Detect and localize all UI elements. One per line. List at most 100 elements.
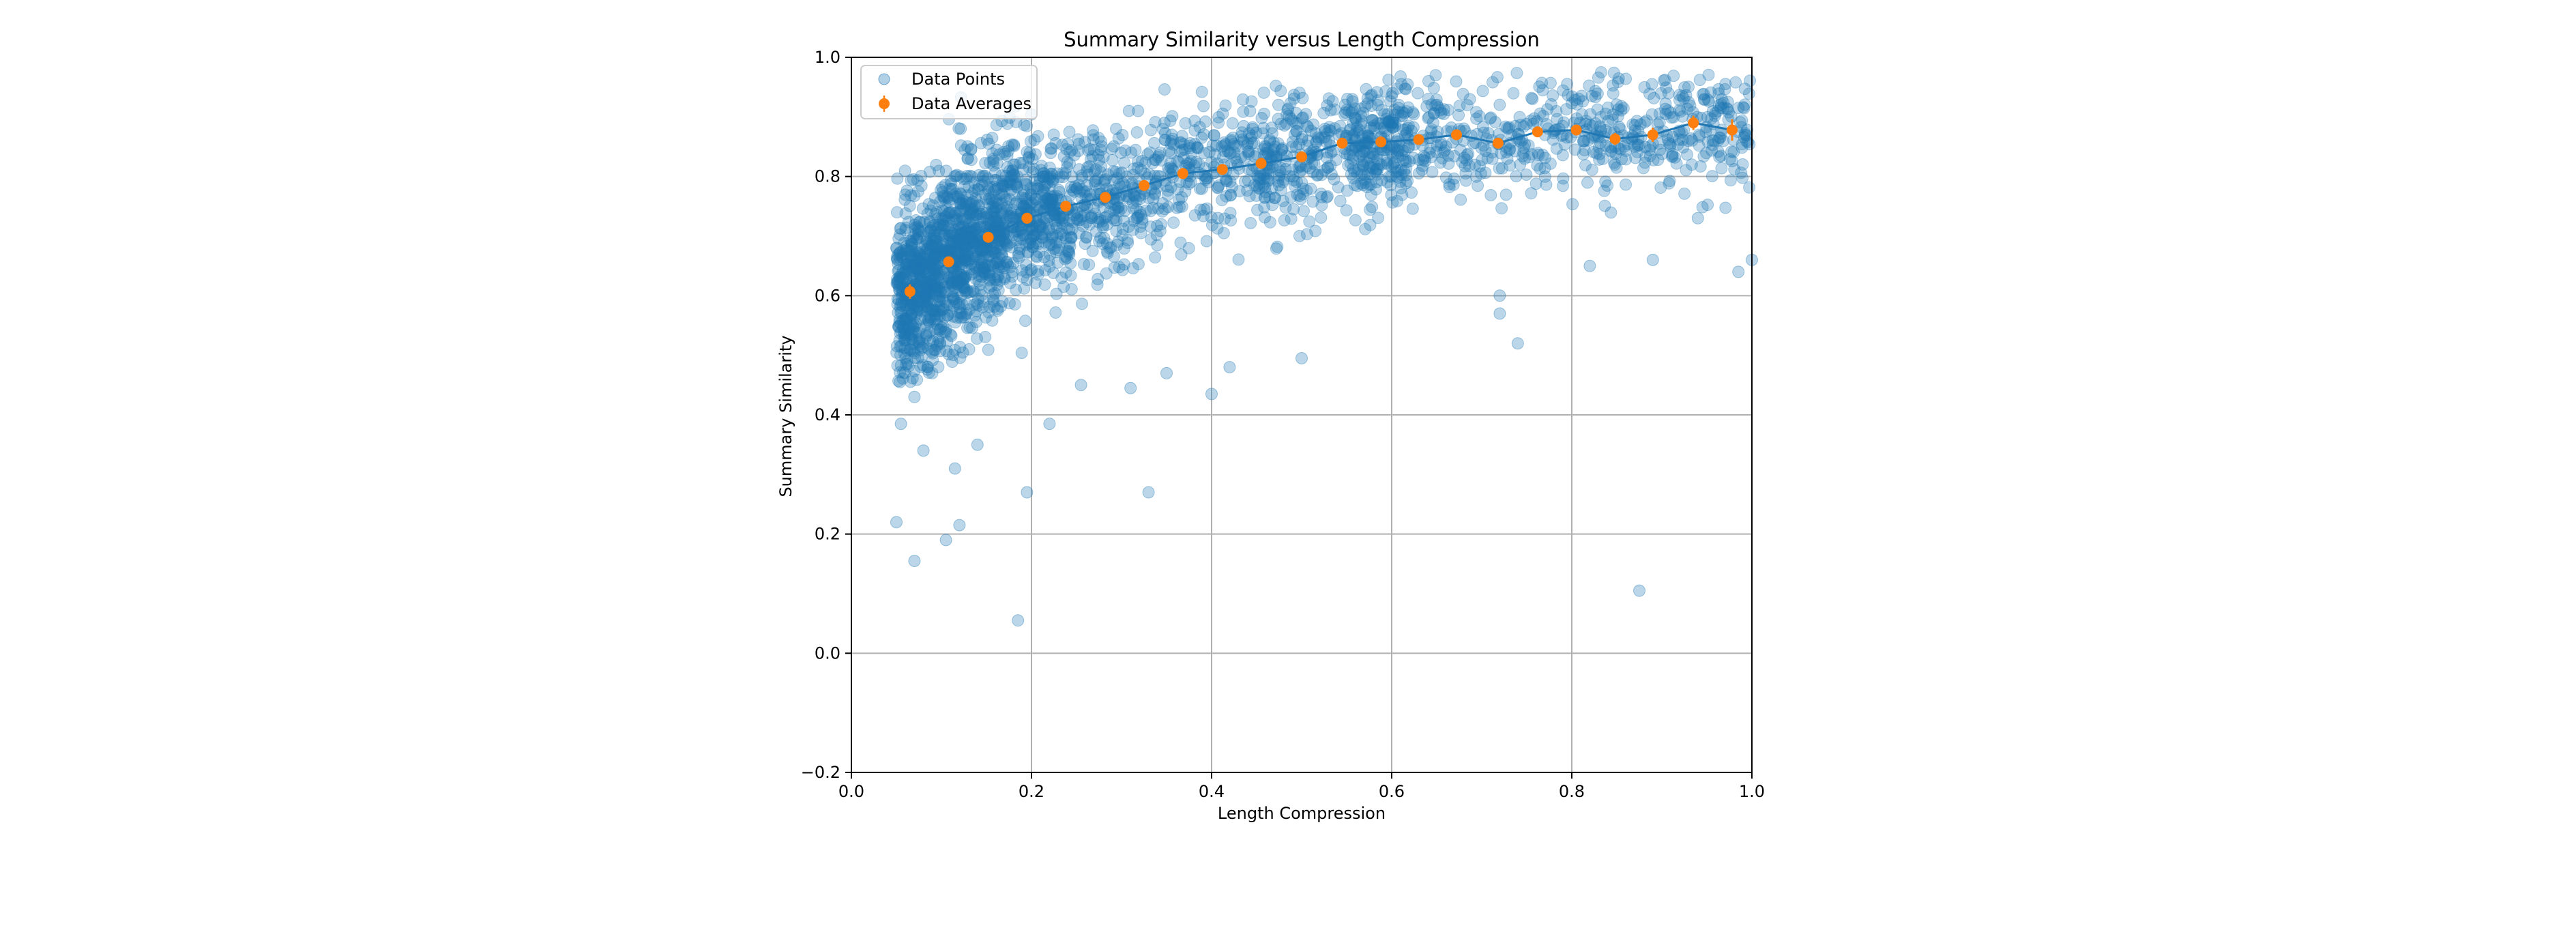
data-point: [989, 287, 1001, 300]
data-point-outlier: [890, 516, 903, 529]
data-point: [1117, 177, 1130, 190]
data-point: [1366, 114, 1379, 127]
data-point: [967, 216, 980, 229]
data-point-outlier: [1646, 253, 1659, 266]
data-point: [956, 310, 969, 323]
data-point: [1298, 205, 1310, 218]
data-point: [1736, 171, 1749, 184]
data-point: [1493, 98, 1506, 111]
data-point: [941, 335, 954, 348]
data-point: [1389, 117, 1402, 129]
data-point: [1034, 228, 1047, 240]
data-point: [939, 326, 952, 339]
data-point: [1303, 215, 1316, 228]
data-point: [1236, 93, 1249, 106]
data-point: [1411, 87, 1424, 100]
data-point: [1631, 140, 1644, 153]
data-point: [917, 359, 929, 372]
data-point: [1181, 157, 1194, 170]
data-point: [989, 202, 1002, 215]
data-point: [939, 323, 952, 336]
data-point: [1216, 107, 1229, 120]
data-point: [1332, 181, 1345, 194]
data-point: [1351, 179, 1364, 192]
data-point: [1077, 220, 1089, 233]
y-tick-label: 0.2: [815, 525, 840, 544]
data-point: [1607, 87, 1620, 100]
data-point: [1401, 121, 1414, 134]
data-point: [920, 330, 933, 343]
data-point: [956, 212, 969, 225]
data-point: [1162, 184, 1175, 197]
data-point: [914, 322, 927, 335]
data-point: [1296, 176, 1308, 189]
data-point: [954, 187, 967, 200]
data-point: [1274, 161, 1287, 174]
data-point: [1382, 115, 1395, 128]
data-point: [911, 301, 924, 313]
data-point: [899, 188, 912, 201]
data-point: [1394, 182, 1407, 194]
data-point: [915, 287, 928, 300]
data-point: [1418, 149, 1431, 162]
data-point: [984, 156, 996, 169]
data-point: [998, 235, 1011, 248]
data-point: [1100, 245, 1113, 258]
data-point: [903, 327, 915, 340]
data-point: [1289, 117, 1302, 130]
data-point: [1031, 268, 1044, 281]
data-point: [1040, 217, 1053, 230]
data-point: [931, 339, 943, 352]
data-point: [959, 198, 972, 211]
data-point: [1362, 131, 1375, 144]
data-point: [1208, 129, 1220, 142]
data-point: [894, 376, 907, 388]
data-point: [894, 222, 907, 235]
data-point: [942, 348, 955, 361]
data-point: [1195, 182, 1208, 195]
data-point: [1661, 133, 1674, 146]
average-point: [1139, 179, 1150, 191]
data-point: [908, 190, 921, 203]
data-point: [968, 266, 981, 279]
data-point: [917, 291, 930, 304]
data-point: [1686, 134, 1699, 147]
data-point: [1663, 175, 1676, 188]
data-point: [896, 250, 909, 263]
data-point: [1000, 256, 1013, 269]
data-point: [1063, 237, 1076, 250]
data-point: [1358, 169, 1371, 181]
data-point: [1503, 144, 1516, 157]
data-point-outlier: [908, 555, 921, 567]
data-point: [1107, 140, 1120, 153]
data-point: [1031, 225, 1044, 238]
data-point: [1225, 135, 1238, 148]
data-point: [1536, 84, 1549, 97]
data-point: [986, 147, 999, 160]
data-point: [1184, 142, 1197, 155]
data-point: [1297, 182, 1310, 195]
data-point: [987, 197, 999, 210]
data-point: [923, 245, 936, 258]
data-point: [927, 235, 940, 248]
data-point: [894, 252, 907, 265]
data-point: [960, 172, 973, 185]
data-point: [926, 199, 939, 212]
data-point: [1381, 158, 1394, 171]
data-point: [1116, 229, 1129, 242]
data-point: [1148, 154, 1161, 166]
data-point: [1143, 146, 1156, 159]
data-point: [1315, 199, 1328, 212]
data-point: [931, 318, 943, 331]
data-point: [1263, 134, 1276, 146]
x-tick-label: 0.6: [1379, 782, 1405, 801]
data-point: [1434, 104, 1447, 117]
data-point: [971, 195, 984, 208]
data-point: [983, 266, 995, 279]
data-point: [1165, 128, 1178, 141]
data-point: [1422, 74, 1435, 87]
data-point: [1233, 185, 1246, 198]
data-point: [1268, 136, 1280, 149]
data-point: [924, 225, 937, 238]
data-point: [1630, 115, 1643, 128]
